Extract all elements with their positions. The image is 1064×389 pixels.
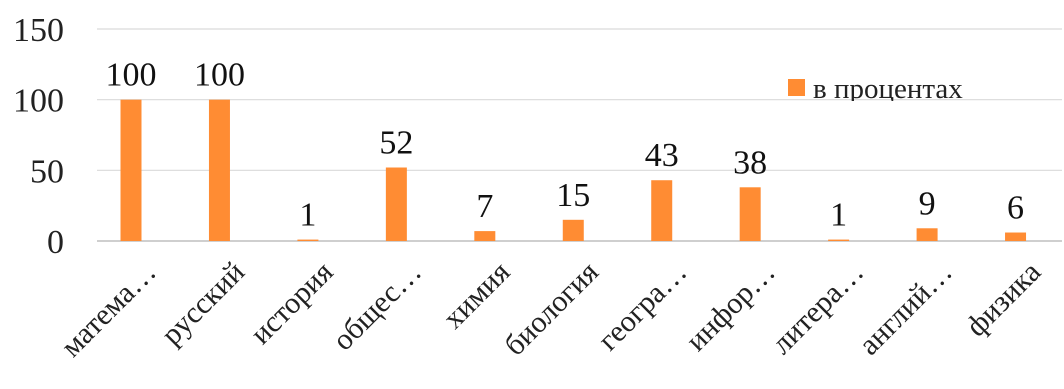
data-label: 7 (476, 188, 493, 225)
legend-swatch (788, 79, 805, 96)
data-label: 38 (733, 144, 767, 181)
x-tick-label: биология (498, 255, 605, 362)
bar (297, 239, 319, 241)
data-label: 1 (830, 197, 847, 234)
x-tick-label: англий… (853, 255, 959, 361)
data-label: 1 (299, 197, 316, 234)
x-tick-label: литера… (765, 255, 870, 360)
x-tick-label: химия (437, 255, 517, 335)
data-label: 9 (919, 185, 936, 222)
bar (562, 219, 584, 241)
bars (120, 99, 1027, 242)
data-label: 100 (194, 57, 245, 94)
data-label: 43 (645, 137, 679, 174)
bar (385, 167, 407, 241)
x-tick-label: общес… (326, 255, 428, 357)
data-label: 15 (556, 177, 590, 214)
x-tick-label: физика (960, 255, 1048, 343)
bar (828, 239, 850, 241)
x-tick-label: русский (155, 255, 251, 351)
data-label: 52 (379, 125, 413, 162)
y-axis-ticks: 0 50 100 150 (13, 12, 64, 261)
y-tick-label: 0 (47, 224, 64, 261)
y-tick-label: 150 (13, 12, 64, 49)
bar (208, 99, 230, 242)
legend-label: в процентах (813, 73, 963, 105)
bar (651, 180, 673, 241)
x-tick-label: геогра… (592, 255, 694, 357)
bar (474, 231, 496, 241)
data-label: 6 (1007, 190, 1024, 227)
legend-clip-mask (780, 101, 1020, 141)
y-tick-label: 50 (30, 153, 64, 190)
data-label: 100 (106, 57, 157, 94)
bar (1005, 232, 1027, 241)
x-tick-label: история (244, 255, 340, 351)
y-tick-label: 100 (13, 83, 64, 120)
x-tick-label: матема… (55, 255, 163, 363)
bar (120, 99, 142, 242)
legend: в процентах (788, 73, 963, 105)
bar (739, 187, 761, 241)
data-labels: 100 100 1 52 7 15 43 38 1 9 6 (106, 57, 1025, 234)
x-tick-label: инфор… (680, 255, 782, 357)
bar (916, 228, 938, 241)
